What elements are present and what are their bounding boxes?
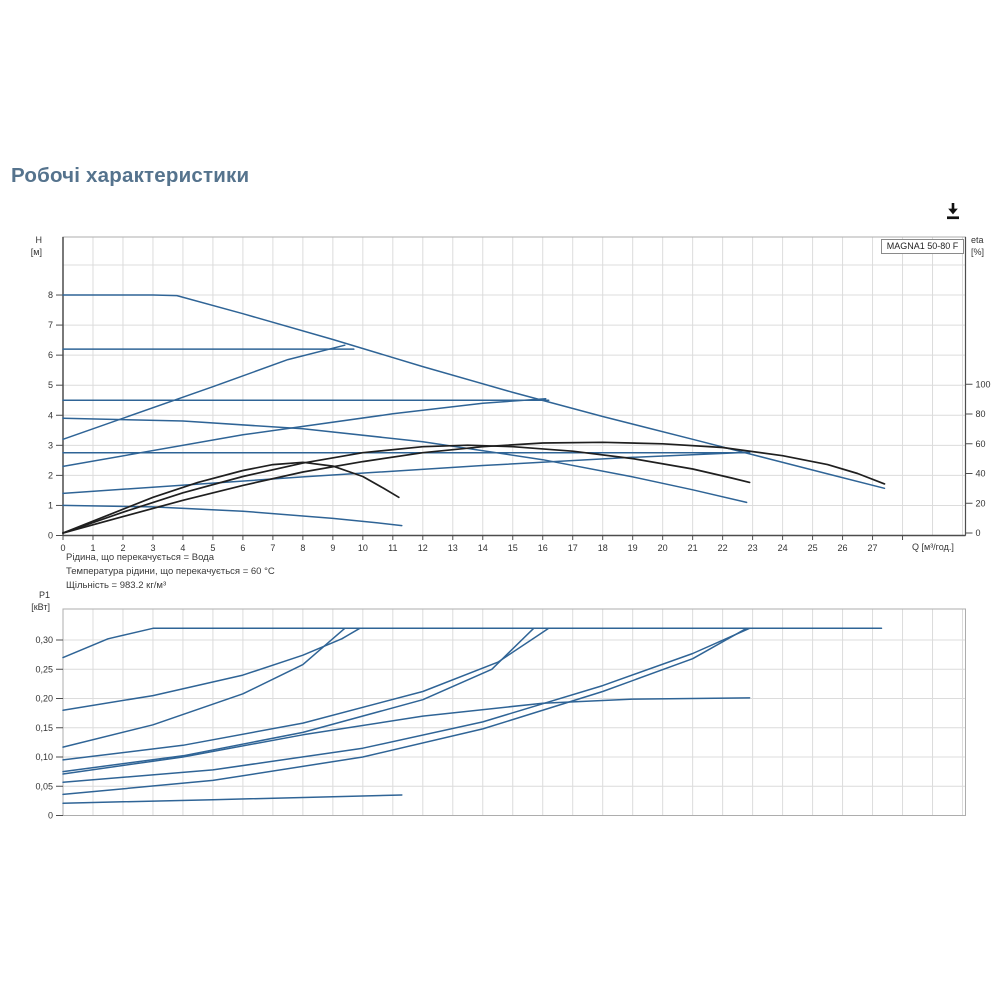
curve-eta-speed-I [62, 461, 400, 534]
page-title: Робочі характеристики [11, 164, 250, 187]
y-tick-label: 2 [48, 470, 53, 480]
pump-model-label: MAGNA1 50-80 F [881, 239, 964, 254]
y-tick-label: 0,30 [35, 635, 53, 645]
axis-label-flow: Q [м³/год.] [912, 542, 954, 552]
y-tick-label: 3 [48, 440, 53, 450]
x-tick-label: 11 [388, 543, 397, 553]
axis-label-power: P1 [кВт] [2, 590, 50, 613]
y2-tick-label: 100 [976, 379, 991, 389]
curve-p1-prop-pressure-3 [62, 627, 346, 748]
y-tick-label: 0,20 [35, 694, 53, 704]
y-tick-label: 0 [48, 811, 53, 821]
chart-0: 0 1 2 3 4 5 6 7 8 9 10 11 12 13 14 15 16 17 18 19 20 21 22 23 24… [48, 236, 991, 553]
plot-border [62, 236, 966, 536]
axis-label-eta-unit: [%] [971, 246, 985, 257]
curve-eta-speed-II [62, 444, 751, 534]
axis-label-head: H [м] [6, 235, 42, 258]
y-tick-label: 8 [48, 290, 53, 300]
x-tick-label: 22 [718, 543, 728, 553]
curve-prop-pressure-2 [62, 397, 547, 468]
x-tick-label: 15 [508, 543, 518, 553]
axis-label-eta-symbol: eta [971, 235, 984, 245]
curve-p1-const-pressure-1 [62, 627, 751, 783]
x-tick-label: 13 [448, 543, 458, 553]
y-tick-label: 0 [48, 531, 53, 541]
x-tick-label: 24 [778, 543, 788, 553]
x-tick-label: 26 [838, 543, 848, 553]
y2-tick-label: 0 [976, 528, 981, 538]
x-tick-label: 16 [538, 543, 548, 553]
x-tick-label: 4 [180, 543, 185, 553]
x-tick-label: 18 [598, 543, 608, 553]
y-tick-label: 0,05 [35, 781, 53, 791]
x-tick-label: 5 [210, 543, 215, 553]
x-tick-label: 17 [568, 543, 578, 553]
curve-prop-pressure-3 [62, 344, 346, 441]
y-tick-label: 0,15 [35, 723, 53, 733]
axis-label-head-symbol: H [35, 235, 43, 245]
fluid-info: Рідина, що перекачується = Вода Температ… [66, 551, 275, 592]
curve-p1-prop-pressure-2 [62, 627, 535, 773]
x-tick-label: 9 [330, 543, 335, 553]
chart-1: 0 0,05 0,10 0,15 0,20 0,25 0,30 [35, 608, 966, 821]
plot-border [62, 608, 966, 816]
axis-label-eta: eta [%] [971, 235, 1000, 258]
y2-tick-label: 40 [976, 469, 986, 479]
axis-label-head-unit: [м] [30, 246, 42, 257]
x-tick-label: 27 [868, 543, 878, 553]
y2-tick-label: 60 [976, 439, 986, 449]
curve-p1-const-pressure-2 [62, 627, 550, 761]
y-tick-label: 7 [48, 320, 53, 330]
fluid-info-line: Щільність = 983.2 кг/м³ [66, 579, 167, 591]
y2-tick-label: 20 [976, 498, 986, 508]
x-tick-label: 1 [90, 543, 95, 553]
curve-speed-II-curve [62, 417, 748, 504]
curve-p1-speed-II [62, 697, 751, 775]
x-tick-label: 14 [478, 543, 488, 553]
curve-eta-speed-III [62, 441, 886, 534]
x-tick-label: 0 [60, 543, 65, 553]
y-tick-label: 1 [48, 500, 53, 510]
curve-prop-pressure-1 [62, 451, 751, 495]
x-tick-label: 25 [808, 543, 818, 553]
download-icon [947, 202, 959, 219]
download-button[interactable] [941, 199, 965, 223]
axis-label-power-symbol: P1 [38, 590, 50, 600]
x-tick-label: 23 [748, 543, 758, 553]
curve-p1-const-pressure-3 [62, 627, 361, 711]
y2-tick-label: 80 [976, 409, 986, 419]
y-tick-label: 6 [48, 350, 53, 360]
x-tick-label: 10 [358, 543, 368, 553]
x-tick-label: 6 [240, 543, 245, 553]
x-tick-label: 12 [418, 543, 428, 553]
x-tick-label: 21 [688, 543, 698, 553]
curve-p1-speed-III-max [62, 627, 883, 659]
fluid-info-line: Температура рідини, що перекачується = 6… [66, 565, 275, 577]
y-tick-label: 5 [48, 380, 53, 390]
axis-label-power-unit: [кВт] [31, 601, 50, 612]
x-tick-label: 3 [150, 543, 155, 553]
y-tick-label: 0,25 [35, 664, 53, 674]
x-tick-label: 2 [120, 543, 125, 553]
x-tick-label: 19 [628, 543, 638, 553]
curve-p1-prop-pressure-1 [62, 627, 748, 796]
y-tick-label: 0,10 [35, 752, 53, 762]
curve-p1-speed-I-min [62, 794, 403, 804]
x-tick-label: 20 [658, 543, 668, 553]
x-tick-label: 7 [270, 543, 275, 553]
fluid-info-line: Рідина, що перекачується = Вода [66, 552, 214, 563]
y-tick-label: 4 [48, 410, 53, 420]
x-tick-label: 8 [300, 543, 305, 553]
curve-speed-III-max-curve [62, 294, 886, 490]
